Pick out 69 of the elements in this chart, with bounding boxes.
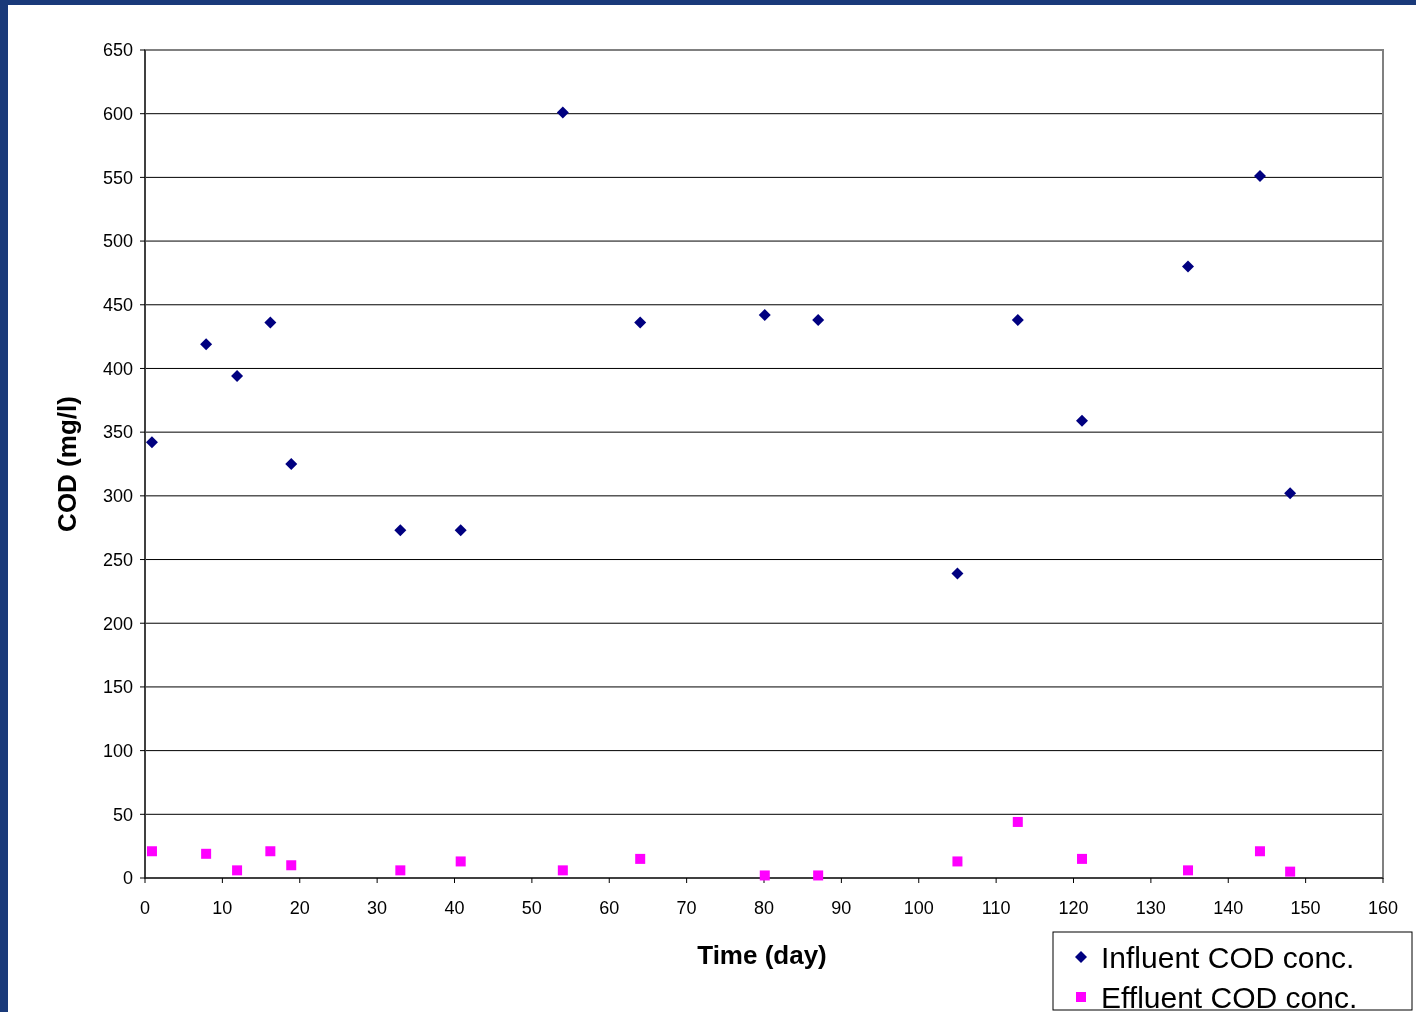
x-tick-label: 60 [599, 898, 620, 918]
point [952, 856, 963, 867]
x-tick-label: 120 [1058, 898, 1089, 918]
point [394, 524, 407, 537]
point [1182, 260, 1195, 273]
point [951, 567, 964, 580]
point [759, 870, 770, 881]
y-tick-label: 250 [102, 549, 133, 570]
x-tick-label: 90 [831, 898, 852, 918]
x-tick-label: 0 [139, 898, 151, 918]
point [454, 524, 467, 537]
point [1012, 816, 1023, 827]
point [758, 308, 771, 321]
point [812, 314, 825, 327]
y-tick-label: 200 [102, 613, 133, 634]
y-tick-label: 100 [102, 740, 133, 761]
point [1285, 866, 1296, 877]
x-tick-label: 110 [981, 898, 1011, 918]
x-tick-label: 20 [289, 898, 310, 918]
point [634, 316, 647, 329]
point [1077, 853, 1088, 864]
point [557, 865, 568, 876]
y-tick-label: 50 [112, 804, 133, 825]
x-tick-label: 50 [521, 898, 542, 918]
y-tick-label: 150 [102, 677, 133, 698]
x-axis-title: Time (day) [697, 940, 827, 970]
point [232, 865, 243, 876]
y-tick-label: 450 [102, 295, 133, 316]
point [201, 848, 212, 859]
y-tick-label: 400 [102, 358, 133, 379]
x-tick-label: 30 [367, 898, 388, 918]
x-tick-label: 150 [1290, 898, 1321, 918]
point [231, 370, 244, 383]
x-tick-label: 160 [1367, 898, 1399, 918]
point [1076, 414, 1089, 427]
point [395, 865, 406, 876]
x-tick-label: 130 [1135, 898, 1166, 918]
point [1253, 170, 1266, 183]
y-tick-label: 350 [102, 422, 133, 443]
y-tick-label: 650 [102, 40, 133, 61]
point [285, 458, 298, 470]
y-tick-label: 600 [102, 103, 133, 124]
point [146, 846, 157, 857]
y-axis-title: COD (mg/l) [52, 396, 82, 532]
point [1011, 314, 1024, 327]
x-tick-label: 80 [753, 898, 775, 918]
point [145, 436, 158, 449]
legend-label: Influent COD conc. [1101, 940, 1355, 974]
x-tick-label: 100 [903, 898, 934, 918]
point [200, 338, 213, 351]
point [265, 846, 276, 857]
x-tick-label: 40 [444, 898, 465, 918]
x-tick-label: 140 [1213, 898, 1244, 918]
point [813, 870, 824, 881]
point [1284, 487, 1297, 500]
x-tick-label: 70 [676, 898, 697, 918]
point [455, 856, 466, 867]
y-tick-label: 500 [102, 231, 133, 252]
y-tick-label: 550 [102, 167, 133, 188]
point [286, 860, 297, 871]
y-tick-label: 0 [122, 868, 133, 889]
point [264, 316, 277, 329]
point [635, 853, 646, 864]
point [556, 106, 569, 119]
y-tick-label: 300 [102, 486, 133, 507]
x-tick-label: 10 [212, 898, 233, 918]
point [1183, 865, 1194, 876]
legend-label: Effluent COD conc. [1101, 980, 1358, 1012]
point [1254, 846, 1265, 857]
